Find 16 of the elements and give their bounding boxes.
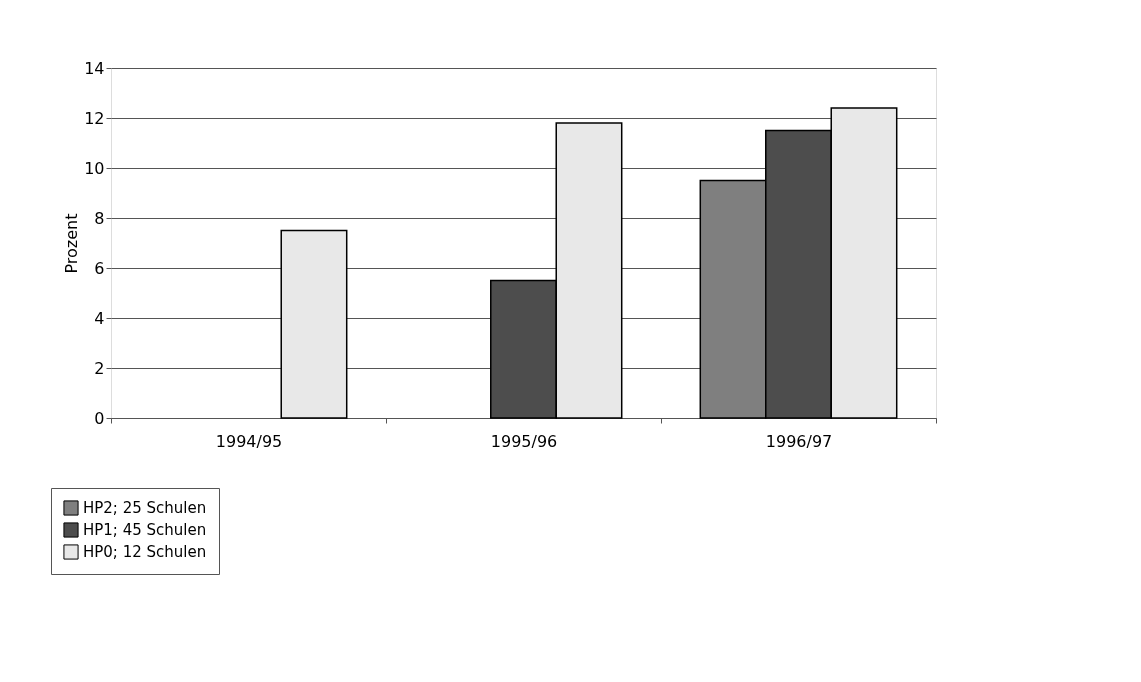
y-tick-label: 14 [84, 58, 105, 78]
legend-label: HP1; 45 Schulen [83, 521, 207, 539]
bar [280, 229, 348, 419]
y-axis-title: Prozent [62, 213, 82, 274]
y-tick-label: 0 [94, 408, 105, 428]
y-tick-label: 6 [94, 258, 105, 278]
x-tick-label: 1994/95 [215, 431, 283, 451]
x-tick-label: 1995/96 [490, 431, 558, 451]
x-tick-label: 1996/97 [765, 431, 833, 451]
legend-label: HP0; 12 Schulen [83, 543, 207, 561]
legend-label: HP2; 25 Schulen [83, 499, 207, 517]
y-tick-label: 2 [94, 358, 105, 378]
y-tick-label: 4 [94, 308, 105, 328]
y-tick-label: 10 [84, 158, 105, 178]
y-tick-label: 12 [84, 108, 105, 128]
y-tick-label: 8 [94, 208, 105, 228]
